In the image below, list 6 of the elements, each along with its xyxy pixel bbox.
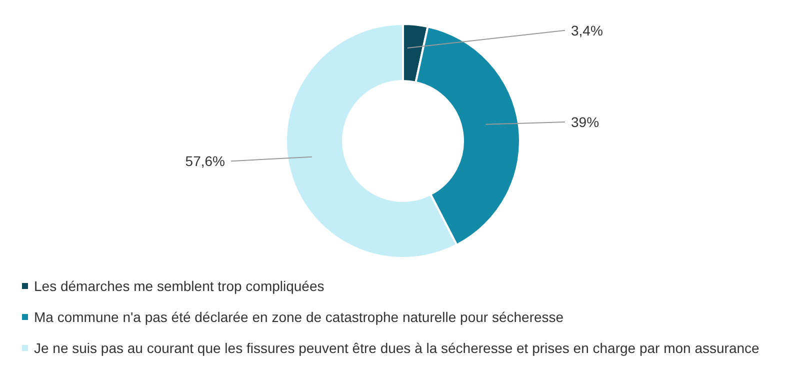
data-label: 39% xyxy=(571,114,600,130)
legend-label: Ma commune n'a pas été déclarée en zone de catastrophe naturelle pour sécheresse xyxy=(34,308,564,324)
data-label: 57,6% xyxy=(185,153,225,170)
legend-label: Je ne suis pas au courant que les fissures peuvent être dues à la sécheresse et prises en charge par mon assurance xyxy=(34,340,760,356)
legend-label: Les démarches me semblent trop compliquées xyxy=(34,278,324,294)
data-label: 3,4% xyxy=(571,22,603,38)
